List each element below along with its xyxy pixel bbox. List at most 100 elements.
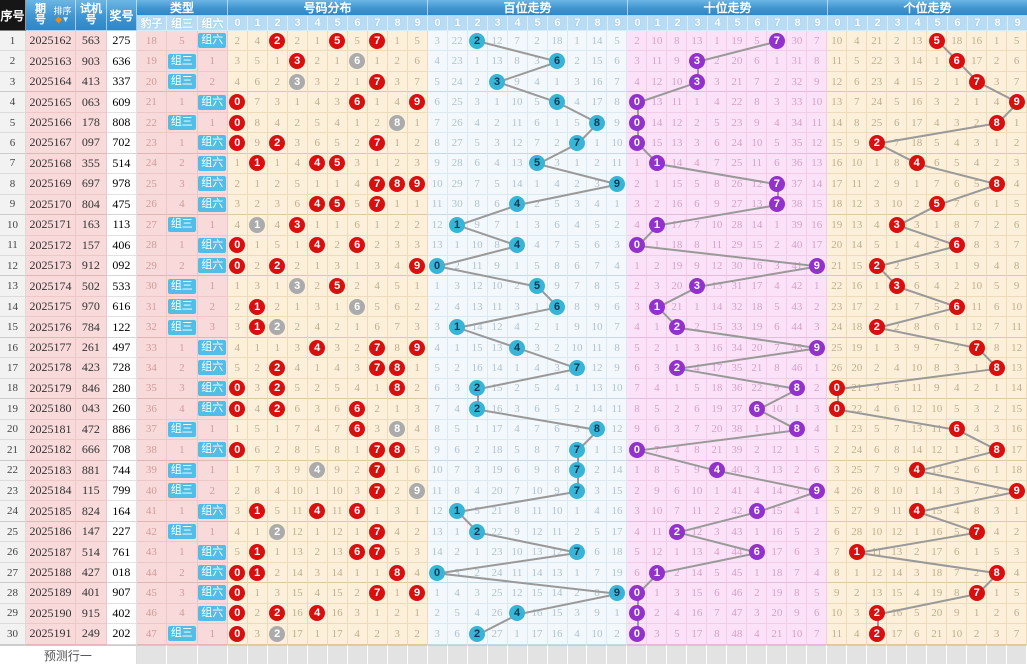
digit-cell: 8 — [427, 133, 448, 154]
digit-cell: 1 — [447, 317, 468, 338]
digit-cell: 8 — [387, 112, 408, 134]
red-hit-circle: 0 — [229, 605, 246, 622]
type-badge: 组六 — [198, 380, 227, 396]
header-label: 类型 — [169, 1, 194, 15]
subheader-digit: 5 — [728, 16, 748, 31]
digit-cell: 6 — [767, 317, 788, 338]
sort-asc-icon[interactable]: ◆ — [55, 14, 62, 24]
digit-cell: 2 — [267, 624, 288, 645]
digit-cell: 3 — [567, 194, 588, 216]
digit-cell: 2 — [247, 255, 268, 277]
digit-cell: 1 — [747, 562, 768, 584]
digit-cell: 1 — [807, 358, 828, 379]
digit-cell: 7 — [547, 235, 568, 256]
digit-cell: 4 — [987, 92, 1008, 113]
digit-cell: 15 — [927, 501, 948, 522]
digit-cell: 1 — [587, 440, 608, 461]
digit-cell: 8 — [987, 562, 1008, 584]
digit-cell: 15 — [467, 337, 488, 359]
digit-cell: 8 — [587, 583, 608, 604]
footer-digit-cell — [527, 645, 548, 664]
test-number-cell: 423 — [75, 358, 107, 379]
seq-cell: 17 — [0, 358, 26, 379]
digit-cell: 5 — [347, 194, 368, 216]
digit-cell: 11 — [467, 255, 488, 277]
baozi-miss-cell: 40 — [136, 480, 167, 502]
red-hit-circle: 7 — [369, 584, 386, 601]
digit-cell: 2 — [467, 378, 488, 400]
digit-cell: 7 — [367, 133, 388, 154]
subheader-type-1: 组三 — [167, 16, 198, 31]
digit-cell: 1 — [887, 296, 908, 318]
prediction-row: 预测行一 — [0, 645, 1027, 664]
digit-cell: 1 — [987, 194, 1008, 216]
digit-cell: 3 — [247, 624, 268, 645]
digit-cell: 6 — [287, 194, 308, 216]
digit-cell: 3 — [407, 317, 428, 338]
sort-control[interactable]: 排序 ◆▼ — [53, 6, 71, 24]
footer-type-cell — [197, 645, 228, 664]
hit-circle: 8 — [788, 421, 805, 438]
digit-cell: 13 — [647, 92, 668, 113]
digit-cell: 5 — [987, 542, 1008, 563]
red-hit-circle: 4 — [309, 237, 326, 254]
digit-cell: 3 — [527, 337, 548, 359]
red-hit-circle: 4 — [309, 605, 326, 622]
sort-desc-icon[interactable]: ▼ — [61, 14, 70, 24]
digit-cell: 6 — [447, 440, 468, 461]
digit-cell: 10 — [467, 235, 488, 256]
digit-cell: 3 — [987, 419, 1008, 441]
digit-cell: 14 — [607, 460, 628, 481]
type-badge: 组六 — [198, 33, 227, 49]
digit-cell: 1 — [507, 358, 528, 379]
digit-cell: 7 — [367, 358, 388, 379]
digit-cell: 1 — [307, 215, 328, 236]
digit-cell: 9 — [467, 215, 488, 236]
red-hit-circle: 7 — [369, 359, 386, 376]
zu3-cell: 1 — [166, 440, 198, 461]
digit-cell: 13 — [687, 31, 708, 52]
digit-cell: 11 — [687, 501, 708, 522]
digit-cell: 6 — [687, 194, 708, 216]
digit-cell: 17 — [527, 624, 548, 645]
hit-circle: 3 — [688, 53, 705, 70]
period-cell: 2025170 — [25, 194, 76, 216]
digit-cell: 3 — [687, 133, 708, 154]
footer-digit-cell — [547, 645, 568, 664]
digit-cell: 0 — [827, 399, 848, 420]
seq-cell: 19 — [0, 399, 26, 420]
period-cell: 2025175 — [25, 296, 76, 318]
digit-cell: 2 — [387, 215, 408, 236]
digit-cell: 3 — [627, 296, 648, 318]
table-row: 24 2025185 824 164 41 1 组六 3 1 5 11 4 11 6 1 3 1 12 1 5 21 8 1… — [0, 501, 1027, 522]
digit-cell: 9 — [607, 358, 628, 379]
zu6-cell: 2 — [197, 296, 228, 318]
digit-cell: 8 — [807, 51, 828, 72]
digit-cell: 6 — [947, 235, 968, 256]
digit-cell: 1 — [647, 153, 668, 175]
gray-repeat-circle: 2 — [269, 625, 286, 642]
digit-cell: 9 — [327, 460, 348, 481]
baozi-miss-cell: 38 — [136, 440, 167, 461]
digit-cell: 19 — [727, 31, 748, 52]
digit-cell: 19 — [607, 562, 628, 584]
digit-cell: 6 — [347, 296, 368, 318]
digit-cell: 7 — [367, 460, 388, 481]
digit-cell: 5 — [467, 501, 488, 522]
digit-cell: 13 — [547, 562, 568, 584]
digit-cell: 1 — [807, 501, 828, 522]
digit-cell: 5 — [567, 112, 588, 134]
subheader-digit: 7 — [568, 16, 588, 31]
digit-cell: 1 — [547, 112, 568, 134]
digit-cell: 12 — [487, 31, 508, 52]
digit-cell: 16 — [807, 215, 828, 236]
digit-cell: 3 — [947, 480, 968, 502]
digit-cell: 1 — [367, 92, 388, 113]
digit-cell: 5 — [287, 174, 308, 195]
digit-cell: 6 — [507, 460, 528, 481]
digit-cell: 5 — [247, 419, 268, 441]
digit-cell: 5 — [627, 542, 648, 563]
subheader-digit: 2 — [268, 16, 288, 31]
digit-cell: 4 — [627, 215, 648, 236]
hit-circle: 2 — [469, 523, 486, 540]
